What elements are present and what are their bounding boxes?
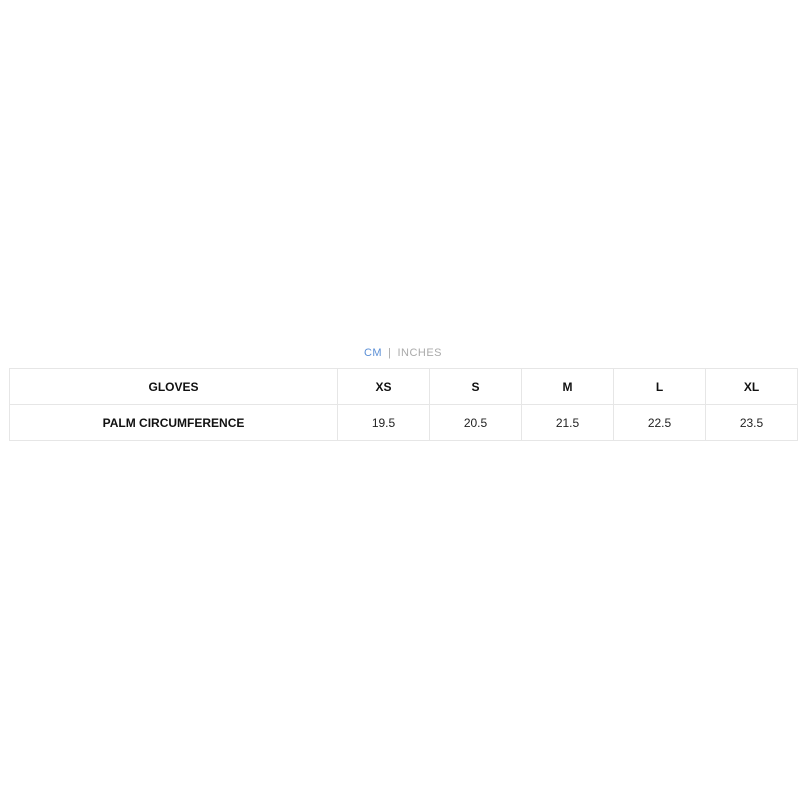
row-label: PALM CIRCUMFERENCE	[9, 404, 338, 441]
unit-toggle: CM | INCHES	[0, 347, 800, 359]
table-row: PALM CIRCUMFERENCE 19.5 20.5 21.5 22.5 2…	[9, 404, 798, 441]
unit-inches-button[interactable]: INCHES	[397, 347, 443, 359]
table-cell: 23.5	[705, 404, 798, 441]
header-cell: M	[521, 368, 614, 405]
table-header-row: GLOVES XS S M L XL	[9, 368, 798, 405]
size-chart-table: GLOVES XS S M L XL PALM CIRCUMFERENCE 19…	[9, 368, 798, 441]
header-cell: GLOVES	[9, 368, 338, 405]
table-cell: 19.5	[337, 404, 430, 441]
header-cell: XL	[705, 368, 798, 405]
header-cell: L	[613, 368, 706, 405]
table-cell: 21.5	[521, 404, 614, 441]
table-cell: 20.5	[429, 404, 522, 441]
table-cell: 22.5	[613, 404, 706, 441]
unit-separator: |	[388, 347, 392, 359]
header-cell: S	[429, 368, 522, 405]
unit-cm-button[interactable]: CM	[363, 347, 383, 359]
header-cell: XS	[337, 368, 430, 405]
